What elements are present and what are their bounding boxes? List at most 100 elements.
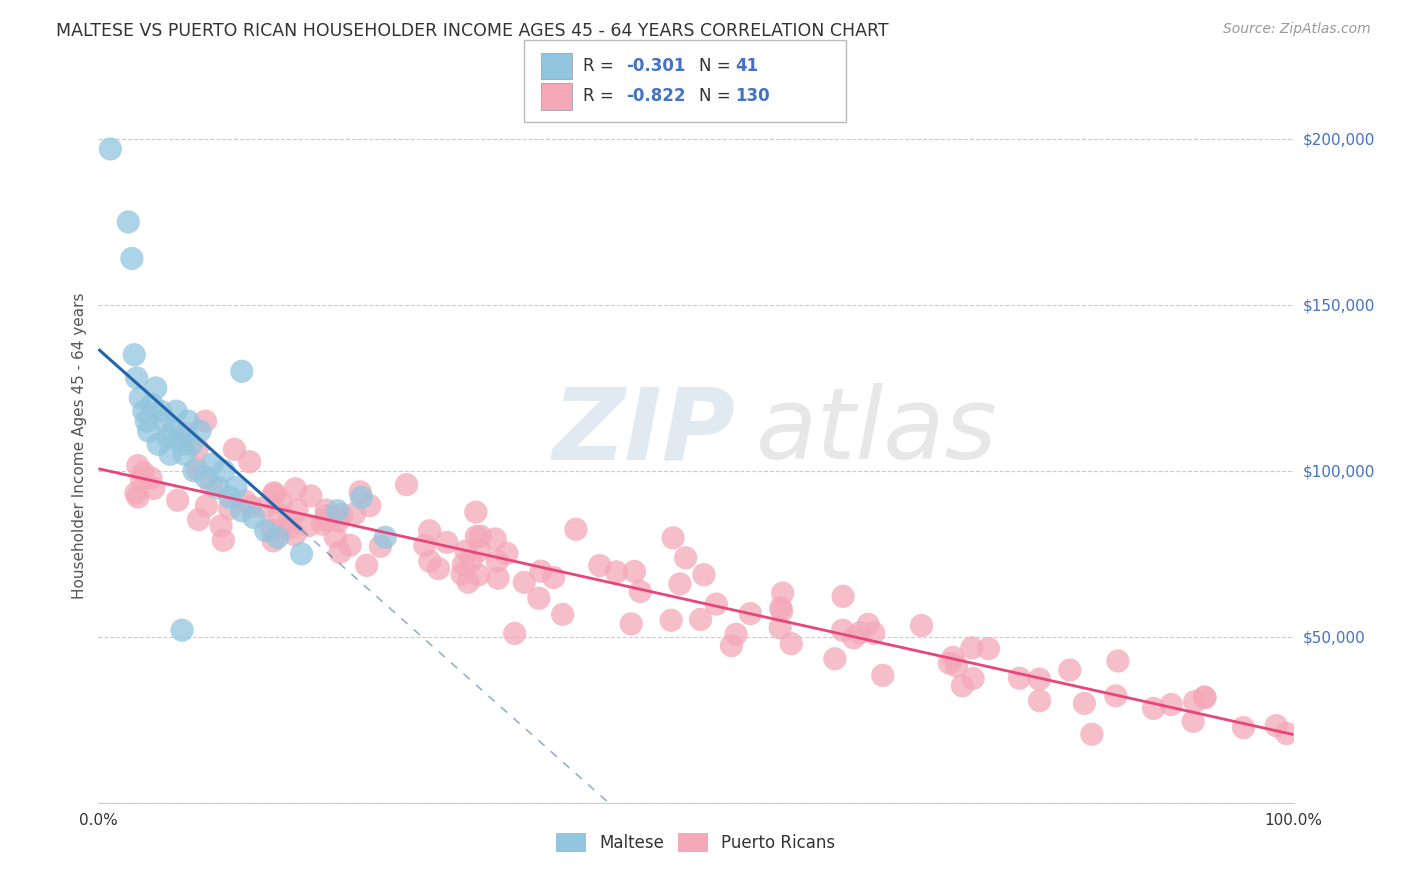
Point [669,577,692,591]
Point [159,447,181,461]
Point [138,424,160,438]
Point [831,623,853,637]
Point [470,529,492,543]
Point [945,659,967,673]
Point [938,656,960,670]
Point [219,491,242,505]
Point [156,431,179,445]
Point [486,554,509,568]
Point [127,458,149,473]
Point [724,627,747,641]
Point [231,364,253,378]
Point [740,607,762,621]
Point [513,575,536,590]
Point [162,424,184,438]
Point [263,485,285,500]
Point [977,641,1000,656]
Point [457,575,479,590]
Point [503,626,526,640]
Point [117,215,139,229]
Point [284,482,307,496]
Point [328,514,350,528]
Point [330,508,353,522]
Point [243,510,266,524]
Point [131,473,153,487]
Point [284,527,307,541]
Point [180,437,202,451]
Point [350,491,373,505]
Point [233,494,256,508]
Point [950,679,973,693]
Point [148,437,170,451]
Text: 130: 130 [735,87,770,105]
Point [427,561,450,575]
Point [872,668,894,682]
Point [359,499,381,513]
Point [1194,690,1216,704]
Legend: Maltese, Puerto Ricans: Maltese, Puerto Ricans [550,826,842,859]
Text: MALTESE VS PUERTO RICAN HOUSEHOLDER INCOME AGES 45 - 64 YEARS CORRELATION CHART: MALTESE VS PUERTO RICAN HOUSEHOLDER INCO… [56,22,889,40]
Point [270,496,292,510]
Point [269,508,291,522]
Point [413,538,436,552]
Point [1081,727,1104,741]
Point [285,503,308,517]
Point [465,530,488,544]
Point [374,530,396,544]
Point [436,535,458,549]
Point [201,457,224,471]
Point [315,508,337,523]
Text: atlas: atlas [756,384,997,480]
Point [496,546,519,560]
Point [195,499,218,513]
Point [1182,714,1205,729]
Point [263,487,285,501]
Point [832,590,855,604]
Point [551,607,574,622]
Point [467,568,489,582]
Point [605,565,627,579]
Point [267,530,290,544]
Point [565,522,588,536]
Text: R =: R = [583,87,620,105]
Point [769,600,792,615]
Point [135,414,157,428]
Point [356,558,378,573]
Point [1073,697,1095,711]
Point [315,503,337,517]
Point [962,672,984,686]
Point [200,478,222,492]
Point [278,514,301,528]
Point [1275,726,1298,740]
Y-axis label: Householder Income Ages 45 - 64 years: Householder Income Ages 45 - 64 years [72,293,87,599]
Point [628,584,651,599]
Point [419,524,441,538]
Point [173,447,195,461]
Point [183,464,205,478]
Point [343,507,366,521]
Point [212,533,235,548]
Point [693,567,716,582]
Point [1232,721,1254,735]
Point [297,518,319,533]
Point [395,477,418,491]
Point [231,504,253,518]
Point [132,466,155,480]
Point [468,543,491,558]
Point [942,650,965,665]
Point [209,519,232,533]
Point [239,500,262,514]
Point [194,414,217,428]
Point [141,397,163,411]
Point [675,550,697,565]
Point [239,455,262,469]
Point [620,616,643,631]
Point [195,470,218,484]
Point [662,531,685,545]
Point [172,437,194,451]
Point [1160,698,1182,712]
Point [132,404,155,418]
Point [527,591,550,606]
Point [1142,701,1164,715]
Point [142,482,165,496]
